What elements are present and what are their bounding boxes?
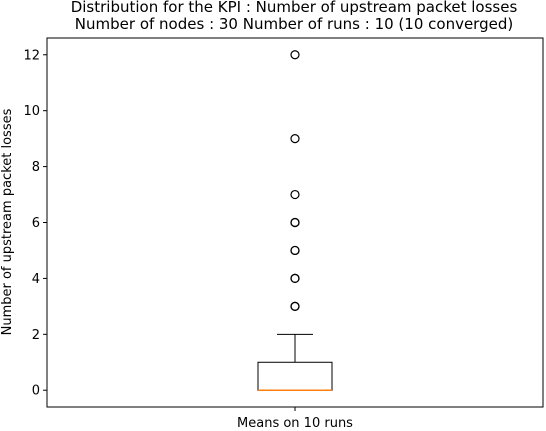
outlier-point — [290, 134, 300, 144]
chart-title-line-1: Distribution for the KPI : Number of ups… — [71, 0, 518, 16]
box-series — [257, 333, 333, 391]
outlier-point — [290, 189, 300, 200]
y-tick-label: 2 — [32, 328, 40, 343]
outlier-points — [290, 50, 300, 311]
y-axis-label: Number of upstream packet losses — [0, 108, 15, 335]
chart-title-line-2: Number of nodes : 30 Number of runs : 10… — [75, 15, 513, 33]
y-tick-label: 4 — [32, 272, 40, 287]
outlier-point — [290, 273, 300, 284]
y-tick-label: 12 — [23, 48, 40, 63]
y-tick-label: 6 — [32, 216, 40, 231]
y-tick-label: 0 — [32, 384, 40, 399]
outlier-point — [290, 217, 300, 228]
x-tick-label: Means on 10 runs — [237, 416, 353, 431]
y-axis-ticks: 0 2 4 6 8 10 12 — [23, 48, 47, 399]
x-axis-ticks: Means on 10 runs — [237, 407, 353, 431]
interquartile-box — [257, 361, 333, 391]
outlier-point — [290, 245, 300, 256]
outlier-point — [290, 50, 300, 60]
y-tick-label: 10 — [23, 104, 40, 119]
y-tick-label: 8 — [32, 160, 40, 175]
outlier-point — [290, 301, 300, 311]
